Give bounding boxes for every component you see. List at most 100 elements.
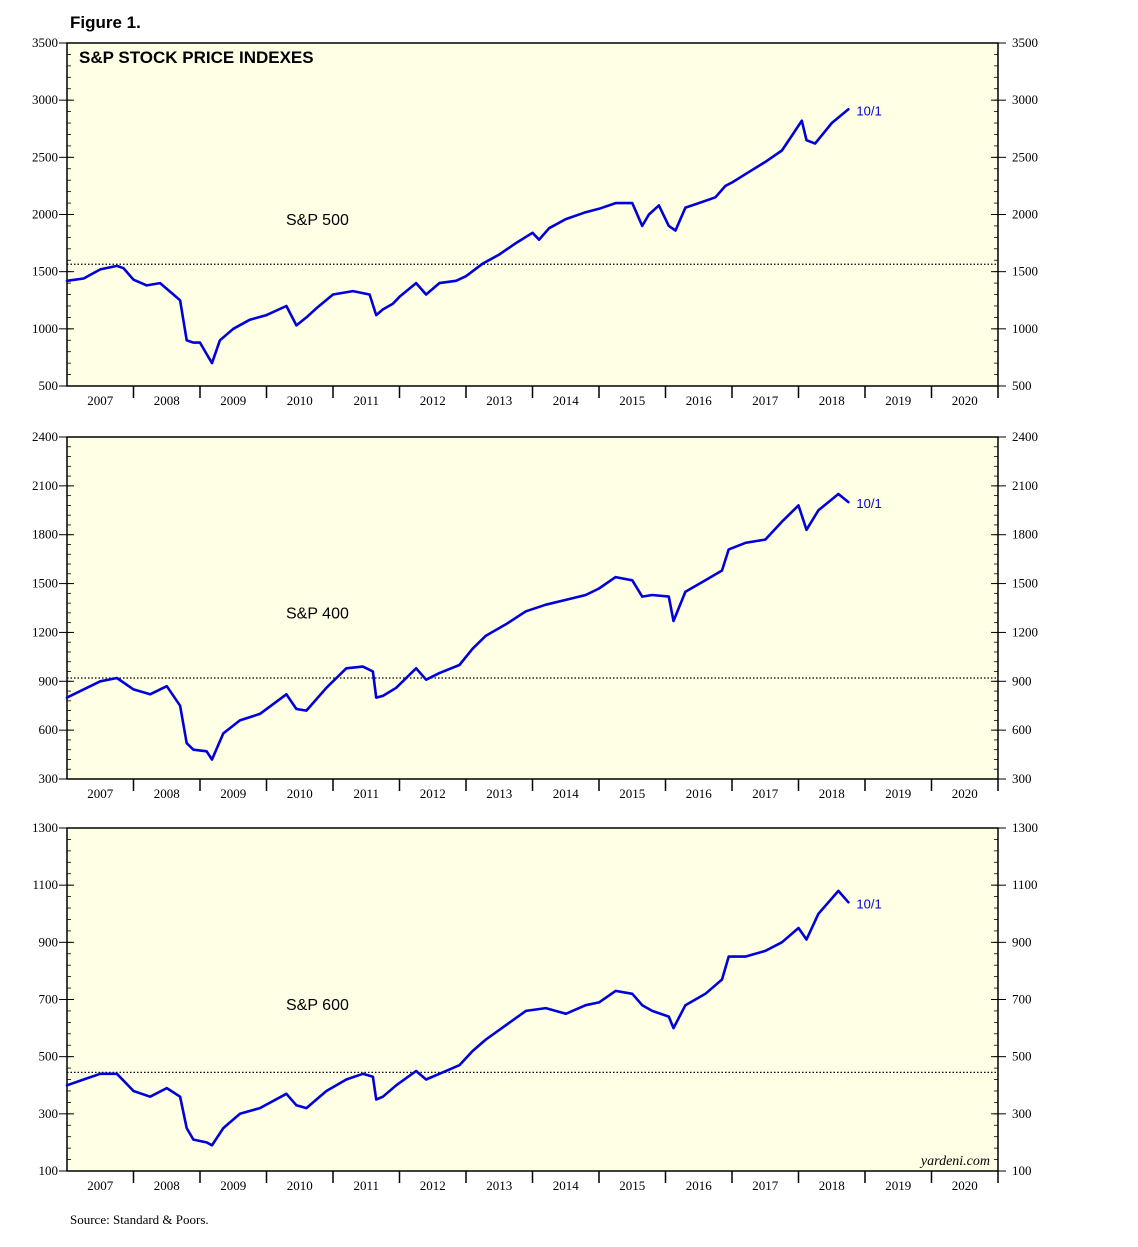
x-tick-label: 2007 <box>87 786 114 801</box>
y-tick-label-right: 700 <box>1012 992 1032 1007</box>
y-tick-label-left: 3500 <box>32 35 58 50</box>
series-line <box>65 889 850 1147</box>
end-date-label: 10/1 <box>856 496 881 511</box>
y-tick-label-right: 100 <box>1012 1163 1032 1178</box>
y-tick-label-right: 2000 <box>1012 207 1038 222</box>
x-tick-label: 2019 <box>885 1178 911 1193</box>
y-tick-label-left: 2000 <box>32 207 58 222</box>
y-tick-label-right: 600 <box>1012 722 1032 737</box>
x-tick-label: 2013 <box>486 786 512 801</box>
x-tick-label: 2008 <box>154 786 180 801</box>
watermark: yardeni.com <box>919 1154 990 1169</box>
chart-panel-sp500: 500 500 1000 1000 1500 1500 2000 2000 2500 2500 30… <box>32 35 1038 408</box>
series-label: S&P 400 <box>286 605 349 622</box>
x-tick-label: 2020 <box>952 1178 978 1193</box>
y-tick-label-right: 2100 <box>1012 478 1038 493</box>
y-tick-label-right: 300 <box>1012 1106 1032 1121</box>
figure-label: Figure 1. <box>70 13 141 32</box>
x-tick-label: 2017 <box>752 1178 779 1193</box>
x-tick-label: 2016 <box>686 1178 713 1193</box>
x-tick-label: 2011 <box>353 1178 379 1193</box>
y-tick-label-left: 3000 <box>32 92 58 107</box>
x-tick-label: 2007 <box>87 1178 114 1193</box>
x-tick-label: 2014 <box>553 1178 580 1193</box>
x-tick-label: 2011 <box>353 786 379 801</box>
y-tick-label-left: 1300 <box>32 820 58 835</box>
y-tick-label-left: 2400 <box>32 429 58 444</box>
x-tick-label: 2009 <box>220 1178 246 1193</box>
y-tick-label-left: 900 <box>39 673 59 688</box>
x-tick-label: 2016 <box>686 393 713 408</box>
y-tick-label-right: 1200 <box>1012 624 1038 639</box>
y-tick-label-right: 1300 <box>1012 820 1038 835</box>
series-label: S&P 500 <box>286 212 349 229</box>
y-tick-label-right: 1100 <box>1012 877 1038 892</box>
plot-area <box>66 42 999 387</box>
y-tick-label-left: 1000 <box>32 321 58 336</box>
y-tick-label-left: 1800 <box>32 527 58 542</box>
x-tick-label: 2017 <box>752 786 779 801</box>
series-label: S&P 600 <box>286 997 349 1014</box>
x-tick-label: 2010 <box>287 1178 313 1193</box>
x-tick-label: 2018 <box>819 1178 845 1193</box>
y-tick-label-right: 900 <box>1012 673 1032 688</box>
x-tick-label: 2015 <box>619 393 645 408</box>
x-tick-label: 2014 <box>553 393 580 408</box>
y-tick-label-right: 900 <box>1012 934 1032 949</box>
y-tick-label-right: 500 <box>1012 378 1032 393</box>
y-tick-label-right: 3000 <box>1012 92 1038 107</box>
x-tick-label: 2011 <box>353 393 379 408</box>
y-tick-label-left: 500 <box>39 378 59 393</box>
x-tick-label: 2018 <box>819 786 845 801</box>
x-tick-label: 2012 <box>420 786 446 801</box>
y-tick-label-right: 1500 <box>1012 576 1038 591</box>
x-tick-label: 2008 <box>154 393 180 408</box>
y-tick-label-left: 1200 <box>32 624 58 639</box>
end-date-label: 10/1 <box>856 896 881 911</box>
x-tick-label: 2016 <box>686 786 713 801</box>
y-tick-label-right: 3500 <box>1012 35 1038 50</box>
x-tick-label: 2010 <box>287 393 313 408</box>
x-tick-label: 2012 <box>420 1178 446 1193</box>
x-tick-label: 2010 <box>287 786 313 801</box>
end-date-label: 10/1 <box>856 103 881 118</box>
y-tick-label-left: 2500 <box>32 149 58 164</box>
y-tick-label-right: 500 <box>1012 1049 1032 1064</box>
y-tick-label-left: 300 <box>39 771 59 786</box>
y-tick-label-right: 1000 <box>1012 321 1038 336</box>
x-tick-label: 2018 <box>819 393 845 408</box>
x-tick-label: 2009 <box>220 786 246 801</box>
series-line <box>65 108 850 365</box>
plot-area <box>66 827 999 1172</box>
y-tick-label-right: 2500 <box>1012 149 1038 164</box>
y-tick-label-right: 2400 <box>1012 429 1038 444</box>
x-tick-label: 2014 <box>553 786 580 801</box>
x-tick-label: 2012 <box>420 393 446 408</box>
x-tick-label: 2007 <box>87 393 114 408</box>
chart-panel-sp400: 300 300 600 600 900 900 1200 1200 1500 1500 1800 18… <box>32 429 1038 801</box>
y-tick-label-right: 300 <box>1012 771 1032 786</box>
y-tick-label-left: 1500 <box>32 576 58 591</box>
y-tick-label-left: 500 <box>39 1049 59 1064</box>
y-tick-label-left: 600 <box>39 722 59 737</box>
x-tick-label: 2009 <box>220 393 246 408</box>
y-tick-label-left: 100 <box>39 1163 59 1178</box>
x-tick-label: 2008 <box>154 1178 180 1193</box>
source-note: Source: Standard & Poors. <box>70 1212 209 1227</box>
y-tick-label-left: 700 <box>39 992 59 1007</box>
x-tick-label: 2013 <box>486 393 512 408</box>
y-tick-label-left: 1100 <box>32 877 58 892</box>
y-tick-label-left: 1500 <box>32 264 58 279</box>
x-tick-label: 2020 <box>952 786 978 801</box>
x-tick-label: 2019 <box>885 786 911 801</box>
x-tick-label: 2020 <box>952 393 978 408</box>
chart-title: S&P STOCK PRICE INDEXES <box>79 48 314 67</box>
x-tick-label: 2019 <box>885 393 911 408</box>
x-tick-label: 2017 <box>752 393 779 408</box>
y-tick-label-left: 300 <box>39 1106 59 1121</box>
y-tick-label-left: 900 <box>39 934 59 949</box>
y-tick-label-right: 1800 <box>1012 527 1038 542</box>
x-tick-label: 2013 <box>486 1178 512 1193</box>
series-line <box>65 492 850 761</box>
